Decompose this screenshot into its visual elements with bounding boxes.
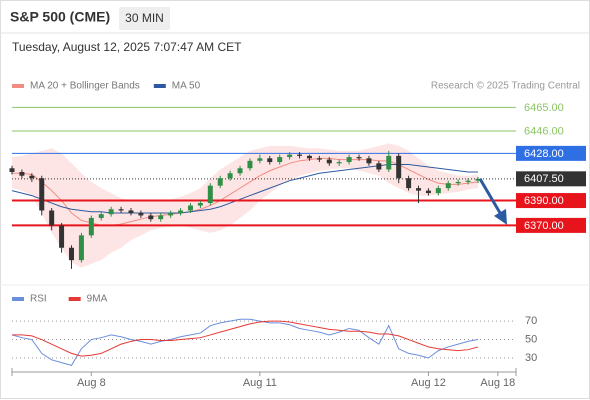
candle-body [128, 210, 134, 213]
level-label: 6370.00 [524, 220, 564, 232]
y-tick-label: 30 [525, 352, 537, 364]
x-tick-label: Aug 12 [411, 377, 446, 389]
candle-body [187, 205, 193, 211]
candle-body [217, 178, 223, 186]
candle-body [416, 188, 422, 191]
candle-body [455, 181, 461, 184]
candle-body [78, 235, 84, 261]
candle-body [445, 183, 451, 189]
datetime: Tuesday, August 12, 2025 7:07:47 AM CET [12, 40, 242, 54]
candle-body [148, 215, 154, 220]
legend-swatch [68, 297, 81, 301]
candle-body [277, 157, 283, 163]
rsi-line [11, 318, 479, 366]
x-tick-label: Aug 11 [243, 377, 277, 389]
candle-body [376, 163, 382, 170]
legend-swatch [153, 84, 166, 88]
candle-body [386, 155, 392, 170]
candle-body [366, 158, 372, 164]
x-tick-label: Aug 18 [480, 377, 515, 389]
candle-body [39, 178, 45, 211]
candle-body [336, 162, 342, 164]
candle-body [435, 188, 441, 194]
legend-label: 9MA [87, 294, 108, 305]
legend-label: RSI [30, 294, 47, 305]
candle-body [306, 155, 312, 159]
candle-body [88, 217, 94, 236]
level-label: 6465.00 [524, 102, 564, 114]
level-box [516, 171, 586, 187]
candle-body [59, 225, 65, 248]
candle-body [9, 168, 15, 172]
forecast-arrow [478, 178, 502, 214]
candle-body [406, 178, 412, 189]
candle-body [108, 209, 114, 215]
y-tick-label: 70 [525, 315, 537, 327]
rsi-line [12, 320, 479, 357]
candle-body [178, 210, 184, 213]
candle-body [29, 175, 35, 179]
candle-body [247, 160, 253, 169]
interval[interactable]: 30 MIN [125, 11, 164, 25]
candle-body [207, 185, 213, 204]
legend-label: MA 20 + Bollinger Bands [30, 81, 140, 92]
candle-body [425, 190, 431, 194]
title: S&P 500 (CME) [10, 9, 110, 25]
level-box [516, 193, 586, 209]
candle-body [297, 154, 303, 156]
forecast-arrowhead [494, 208, 507, 225]
x-tick-label: Aug 8 [77, 377, 106, 389]
level-box [516, 145, 586, 161]
level-box [516, 217, 586, 233]
bollinger-band [12, 143, 478, 268]
candle-body [287, 154, 293, 158]
candle-body [98, 214, 104, 218]
legend-swatch [12, 297, 24, 301]
candle-body [475, 178, 481, 181]
candle-body [168, 212, 174, 216]
candle-body [118, 209, 124, 211]
level-label: 6428.00 [524, 148, 564, 160]
candle-body [237, 168, 243, 174]
candle-body [158, 215, 164, 220]
candle-body [396, 155, 402, 179]
candle-body [227, 173, 233, 179]
candle-body [138, 212, 144, 216]
candle-body [326, 159, 332, 164]
candle-body [356, 157, 362, 159]
candle-body [267, 158, 273, 163]
level-label: 6390.00 [524, 195, 564, 207]
candle-body [346, 157, 352, 163]
candle-body [257, 158, 263, 161]
candle-body [316, 158, 322, 160]
y-tick-label: 50 [525, 333, 537, 345]
level-label: 6446.00 [524, 125, 564, 137]
legend-label: MA 50 [172, 81, 201, 92]
candle-body [197, 203, 203, 206]
annotation: Research © 2025 Trading Central [431, 81, 580, 92]
candle-body [465, 180, 471, 182]
candle-body [49, 210, 55, 226]
legend-swatch [12, 84, 24, 88]
candle-body [68, 247, 74, 261]
interval-box[interactable] [119, 7, 170, 30]
candle-body [19, 171, 25, 176]
level-label: 6407.50 [524, 173, 564, 185]
